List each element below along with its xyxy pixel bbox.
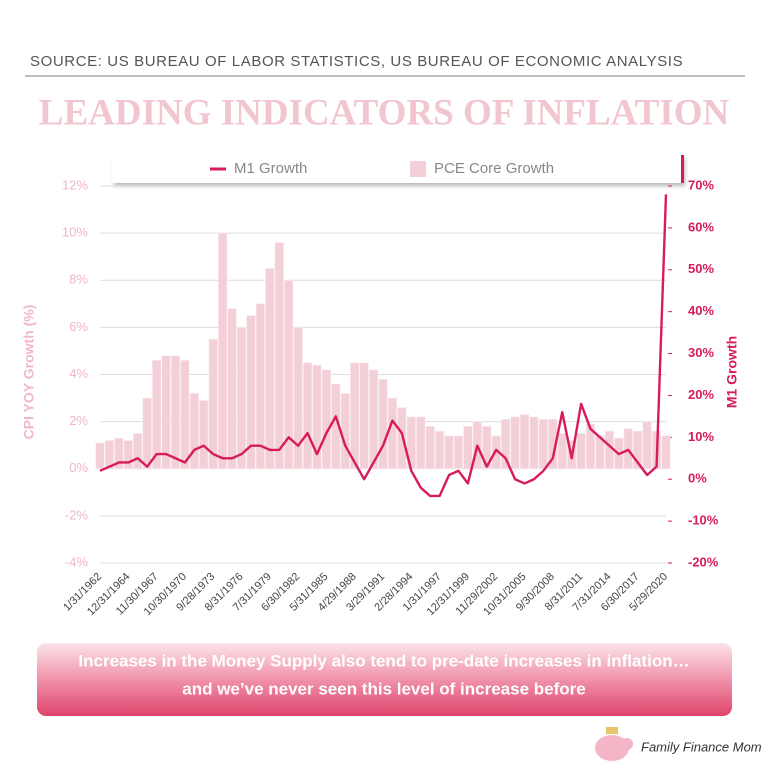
logo xyxy=(595,727,633,761)
y-tick-label: 12% xyxy=(62,177,88,192)
bar xyxy=(368,369,379,470)
y2-tick-label: 0% xyxy=(688,471,707,486)
bar xyxy=(463,426,473,470)
bar xyxy=(633,430,643,470)
y-tick-label: 10% xyxy=(62,225,88,240)
bar xyxy=(114,437,124,470)
bar xyxy=(217,232,228,470)
y2-tick-label: -20% xyxy=(688,554,719,569)
bar xyxy=(274,242,284,470)
piggy-snout xyxy=(621,738,633,750)
bar xyxy=(227,308,237,470)
y-tick-label: 8% xyxy=(69,272,88,287)
bar xyxy=(397,407,407,470)
bar xyxy=(321,369,332,470)
bar xyxy=(199,400,209,470)
bar xyxy=(548,418,558,470)
y-tick-label: 6% xyxy=(69,319,88,334)
bar xyxy=(189,393,199,470)
bar xyxy=(510,416,520,470)
bar xyxy=(208,338,218,470)
bar xyxy=(180,360,190,470)
banner xyxy=(37,643,732,716)
y2-tick-label: 40% xyxy=(688,303,714,318)
annotation: Increases in the Money Supply also tend … xyxy=(78,651,689,670)
y2-axis-title: M1 Growth xyxy=(724,336,740,408)
legend-swatch xyxy=(410,161,426,177)
bar xyxy=(161,355,171,470)
legend-box xyxy=(112,155,683,183)
bar xyxy=(142,397,152,470)
bar xyxy=(312,364,322,470)
legend-edge xyxy=(681,155,684,183)
bar xyxy=(151,360,162,470)
y-axis-title: CPI YOY Growth (%) xyxy=(21,305,37,440)
line xyxy=(99,194,668,498)
legend-label: M1 Growth xyxy=(234,160,307,177)
y-tick-label: -2% xyxy=(65,507,89,522)
y-tick-label: 4% xyxy=(69,366,88,381)
y2-tick-label: 20% xyxy=(688,387,714,402)
bar xyxy=(293,327,303,470)
bar xyxy=(387,397,398,470)
bar xyxy=(500,418,511,470)
bar xyxy=(529,416,539,470)
y2-tick-label: 50% xyxy=(688,261,714,276)
bar xyxy=(434,430,445,470)
bar xyxy=(350,362,360,470)
bar xyxy=(236,327,247,470)
bar xyxy=(246,315,256,470)
bar xyxy=(453,435,464,470)
bar xyxy=(416,416,426,470)
bar xyxy=(642,421,652,470)
bar xyxy=(284,279,294,470)
chart-title: LEADING INDICATORS OF INFLATION xyxy=(39,92,730,133)
bar xyxy=(133,433,143,470)
bar xyxy=(425,426,435,470)
bar xyxy=(576,433,586,470)
bar xyxy=(265,268,275,470)
bar xyxy=(661,435,671,470)
y2-tick-label: -10% xyxy=(688,513,719,528)
y-tick-label: 0% xyxy=(69,460,88,475)
bar xyxy=(123,440,133,470)
y-tick-label: 2% xyxy=(69,413,88,428)
bar xyxy=(170,355,181,470)
plot-area: -4% -2% 0% 2% 4% 6% 8% 10% 12% -20% -10% 0% 10% 20% 30… xyxy=(61,177,719,618)
coin-icon xyxy=(606,727,618,734)
annotation: and we’ve never seen this level of incre… xyxy=(182,679,585,698)
bar xyxy=(482,426,492,470)
bar xyxy=(95,442,105,470)
bar xyxy=(255,303,266,470)
bar xyxy=(519,414,530,470)
y2-tick-label: 60% xyxy=(688,219,714,234)
bar xyxy=(557,433,567,470)
brand: Family Finance Mom xyxy=(641,739,762,754)
piggy-icon xyxy=(595,735,629,761)
source: SOURCE: US BUREAU OF LABOR STATISTICS, U… xyxy=(30,53,683,70)
y2-tick-label: 30% xyxy=(688,345,714,360)
bar xyxy=(104,440,115,470)
y2-tick-label: 70% xyxy=(688,177,714,192)
bar xyxy=(302,362,313,470)
bar xyxy=(444,435,454,470)
bar xyxy=(538,418,549,470)
y-tick-label: -4% xyxy=(65,554,89,569)
y2-tick-label: 10% xyxy=(688,429,714,444)
bar xyxy=(378,378,388,470)
bar xyxy=(359,362,369,470)
legend: M1 Growth PCE Core Growth xyxy=(112,155,684,183)
bar xyxy=(585,423,596,470)
bar xyxy=(340,393,350,470)
legend-label: PCE Core Growth xyxy=(434,160,554,177)
